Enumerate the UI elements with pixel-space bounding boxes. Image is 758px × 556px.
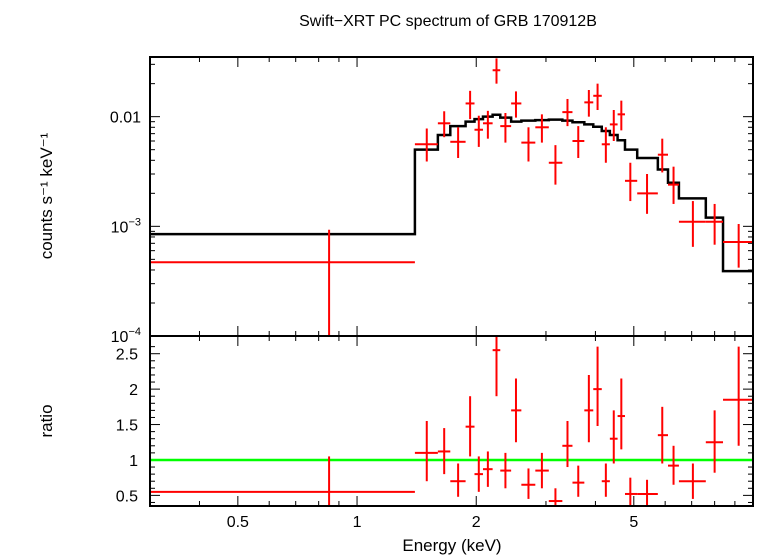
data-series bbox=[150, 58, 753, 506]
y-tick-label: 1.5 bbox=[116, 418, 138, 435]
spectrum-data-point bbox=[678, 201, 706, 247]
ratio-data-point bbox=[624, 477, 638, 506]
spectrum-data-point bbox=[465, 90, 475, 120]
spectrum-data-point bbox=[657, 138, 668, 173]
spectrum-data-point bbox=[482, 110, 493, 139]
spectrum-data-point bbox=[617, 100, 625, 131]
ratio-data-point bbox=[521, 468, 536, 499]
ratio-data-point bbox=[678, 463, 706, 499]
ratio-data-point bbox=[450, 463, 466, 497]
model-step-line bbox=[150, 113, 753, 273]
spectrum-data-point bbox=[723, 224, 753, 268]
ratio-data-point bbox=[548, 488, 563, 506]
x-tick-label: 1 bbox=[353, 514, 362, 531]
ratio-data-point bbox=[572, 465, 585, 497]
ratio-data-point bbox=[511, 378, 522, 443]
ratio-data-point bbox=[601, 463, 610, 497]
spectrum-data-point bbox=[548, 145, 563, 185]
spectrum-data-point bbox=[637, 174, 658, 214]
spectrum-data-point bbox=[705, 203, 724, 245]
ratio-data-point bbox=[723, 346, 753, 446]
ratio-data-point bbox=[657, 406, 668, 464]
spectrum-data-point bbox=[474, 115, 483, 147]
ratio-data-point bbox=[617, 378, 625, 450]
spectrum-y-axis-label: counts s⁻¹ keV⁻¹ bbox=[37, 132, 56, 259]
spectrum-data-point bbox=[500, 113, 512, 143]
ratio-data-point bbox=[465, 396, 475, 457]
spectrum-data-point bbox=[572, 126, 585, 158]
ratio-data-point bbox=[609, 410, 618, 464]
spectrum-data-point bbox=[521, 127, 536, 162]
spectrum-data-point bbox=[150, 229, 415, 336]
y-tick-label: 0.01 bbox=[110, 110, 141, 127]
x-axis-label: Energy (keV) bbox=[402, 536, 501, 555]
spectrum-data-point bbox=[584, 90, 594, 117]
ratio-data-point bbox=[150, 456, 415, 506]
spectrum-data-point bbox=[511, 91, 522, 118]
y-tick-label: 2 bbox=[129, 382, 138, 399]
ratio-data-point bbox=[705, 410, 724, 473]
x-tick-label: 0.5 bbox=[227, 514, 249, 531]
y-tick-label: 2.5 bbox=[116, 347, 138, 364]
spectrum-data-point bbox=[609, 110, 618, 141]
y-tick-label: 0.5 bbox=[116, 488, 138, 505]
ratio-data-point bbox=[535, 452, 549, 489]
spectrum-data-point bbox=[450, 127, 466, 158]
spectrum-data-point bbox=[437, 111, 451, 138]
ratio-data-point bbox=[584, 374, 594, 443]
ratio-panel-frame bbox=[149, 335, 754, 507]
tick-labels: 0.5 1 2 5 10−4 10−3 0.01 0.5 1 1.5 2 2.5 bbox=[110, 110, 638, 531]
ratio-data-point bbox=[492, 336, 501, 397]
spectrum-data-point bbox=[667, 166, 679, 204]
ratio-data-point bbox=[667, 445, 679, 485]
spectrum-panel-frame bbox=[149, 56, 754, 337]
chart-title: Swift−XRT PC spectrum of GRB 170912B bbox=[299, 13, 597, 30]
spectrum-data-point bbox=[492, 58, 501, 84]
ratio-data-point bbox=[474, 456, 483, 492]
ratio-data-point bbox=[593, 346, 602, 426]
y-tick-label: 1 bbox=[129, 453, 138, 470]
spectrum-data-point bbox=[414, 128, 438, 162]
x-tick-label: 5 bbox=[629, 514, 638, 531]
spectrum-data-point bbox=[601, 127, 610, 163]
ratio-data-point bbox=[414, 421, 438, 482]
ratio-y-axis-label: ratio bbox=[37, 404, 56, 437]
spectrum-data-point bbox=[593, 83, 602, 111]
ratio-data-point bbox=[637, 479, 658, 506]
ratio-data-point bbox=[562, 421, 573, 468]
x-tick-label: 2 bbox=[472, 514, 481, 531]
spectrum-data-point bbox=[624, 162, 638, 202]
ratio-data-point bbox=[500, 452, 512, 489]
spectrum-data-point bbox=[535, 114, 549, 143]
y-tick-label: 10−4 bbox=[111, 326, 141, 346]
ratio-data-point bbox=[482, 451, 493, 487]
y-tick-label: 10−3 bbox=[111, 216, 141, 236]
ratio-data-point bbox=[437, 428, 451, 475]
spectrum-data-point bbox=[562, 98, 573, 127]
